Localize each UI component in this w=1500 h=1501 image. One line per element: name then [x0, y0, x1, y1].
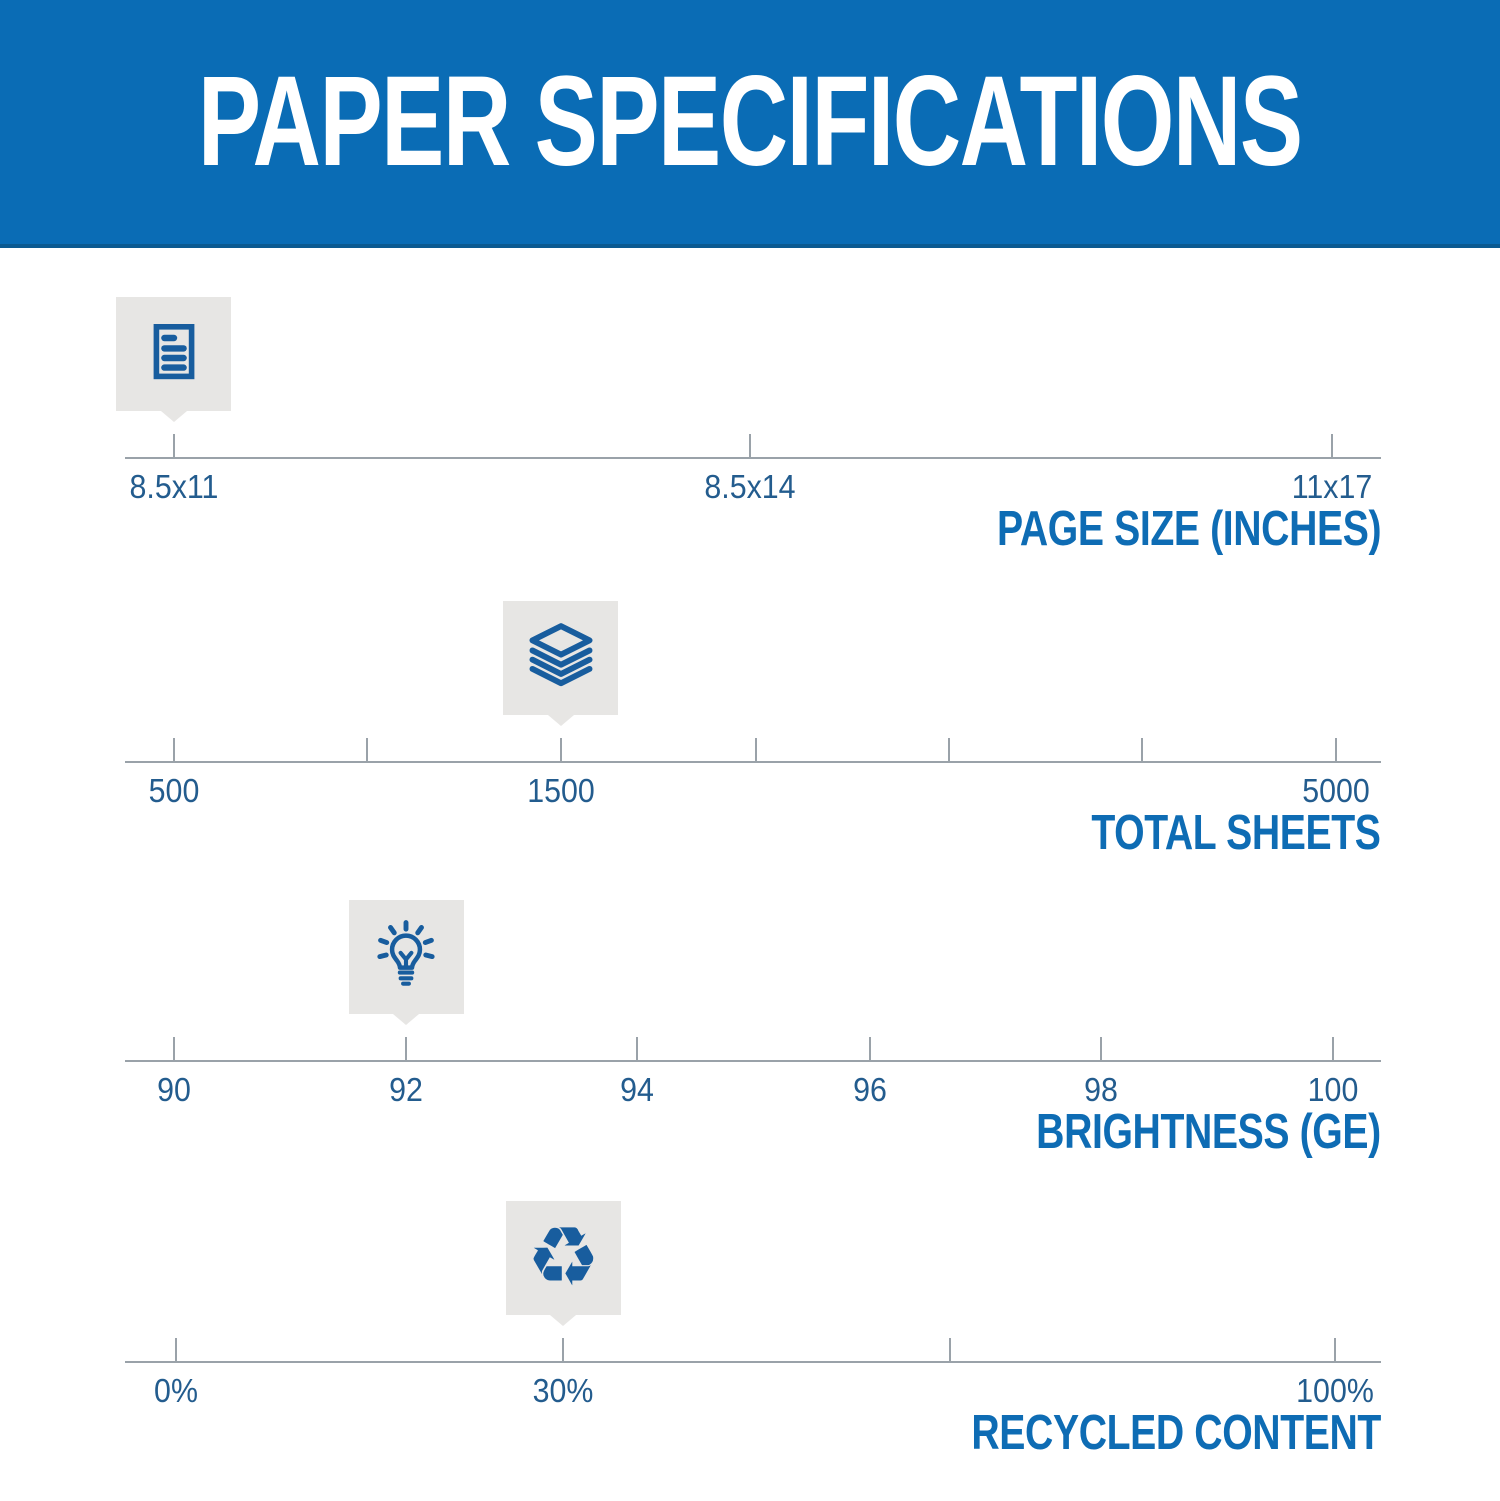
scale-tick [172, 434, 175, 459]
marker-badge-recycled-content: ♻ [505, 1201, 621, 1326]
marker-tail [160, 411, 187, 422]
scale-tick [405, 1037, 408, 1062]
tick-label: 94 [620, 1071, 655, 1108]
scale-tick [1141, 738, 1144, 763]
scale-tick [754, 738, 757, 763]
scale-tick [949, 1338, 952, 1363]
marker-badge-brightness [348, 900, 464, 1025]
recycle-icon: ♻ [526, 1210, 601, 1305]
marker-tail [550, 1315, 577, 1326]
scale-tick [947, 738, 950, 763]
scale-tick [1333, 1338, 1336, 1363]
tick-label: 500 [148, 772, 200, 809]
spec-row-brightness: BRIGHTNESS (GE) 90 92 94 96 98 100 [0, 900, 1500, 1200]
header-banner: PAPER SPECIFICATIONS [0, 0, 1500, 248]
scale-line [125, 761, 1381, 763]
scale-line [125, 1361, 1381, 1363]
scale-tick [636, 1037, 639, 1062]
scale-tick [366, 738, 369, 763]
row-title-page-size: PAGE SIZE (INCHES) [996, 502, 1382, 556]
scale-tick [1334, 738, 1337, 763]
paper-stack-icon [529, 623, 593, 687]
spec-row-total-sheets: TOTAL SHEETS 500 1500 5000 [0, 601, 1500, 901]
tick-label: 92 [389, 1071, 424, 1108]
scale-tick [559, 738, 562, 763]
lightbulb-icon [377, 920, 435, 986]
spec-row-recycled-content: ♻ RECYCLED CONTENT 0% 30% 100% [0, 1201, 1500, 1501]
scale-tick [562, 1338, 565, 1363]
scale-line [125, 457, 1381, 459]
tick-label: 100 [1307, 1071, 1359, 1108]
scale-line [125, 1060, 1381, 1062]
scale-tick [1331, 434, 1334, 459]
tick-label: 8.5x11 [129, 468, 219, 505]
tick-label: 96 [852, 1071, 887, 1108]
row-title-brightness: BRIGHTNESS (GE) [1036, 1105, 1381, 1159]
tick-label: 11x17 [1291, 468, 1373, 505]
tick-label: 5000 [1302, 772, 1370, 809]
tick-label: 98 [1084, 1071, 1118, 1108]
document-icon [153, 324, 195, 380]
marker-tail [393, 1014, 420, 1025]
scale-tick [172, 1037, 175, 1062]
scale-tick [1332, 1037, 1335, 1062]
scale-tick [172, 738, 175, 763]
tick-label: 1500 [527, 772, 595, 809]
marker-badge-total-sheets [503, 601, 619, 726]
scale-tick [1099, 1037, 1102, 1062]
marker-tail [547, 715, 574, 726]
tick-label: 100% [1295, 1372, 1374, 1409]
marker-badge-page-size [116, 297, 232, 422]
paper-specifications-infographic: { "header": { "title": "PAPER SPECIFICAT… [0, 0, 1500, 1460]
row-title-recycled-content: RECYCLED CONTENT [971, 1406, 1381, 1460]
row-title-total-sheets: TOTAL SHEETS [1091, 806, 1382, 860]
scale-tick [868, 1037, 871, 1062]
page-title: PAPER SPECIFICATIONS [198, 50, 1303, 193]
tick-label: 30% [532, 1372, 594, 1409]
spec-row-page-size: PAGE SIZE (INCHES) 8.5x11 8.5x14 11x17 [0, 297, 1500, 597]
tick-label: 0% [154, 1372, 199, 1409]
tick-label: 90 [157, 1071, 191, 1108]
scale-tick [749, 434, 752, 459]
tick-label: 8.5x14 [704, 468, 797, 505]
scale-tick [175, 1338, 178, 1363]
